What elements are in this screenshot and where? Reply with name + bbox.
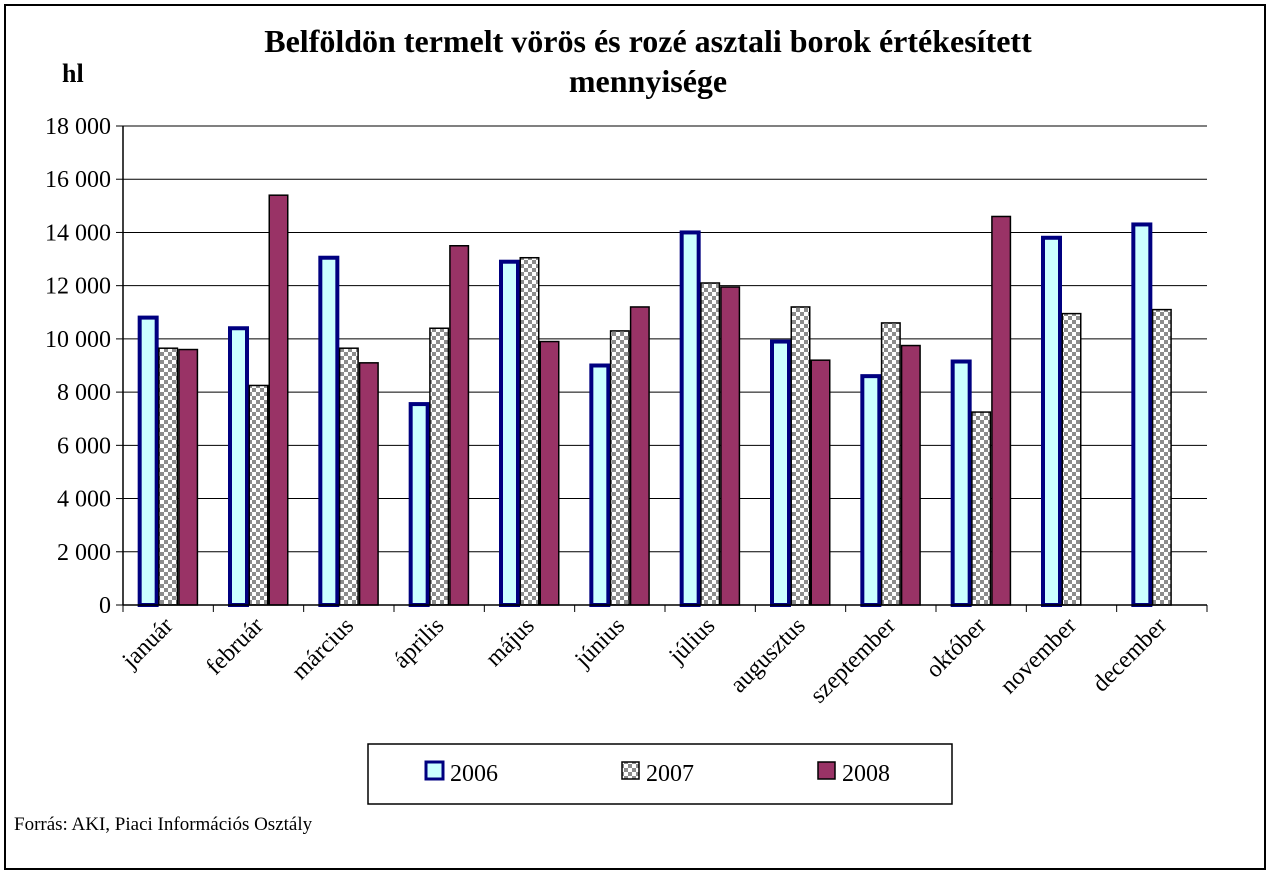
x-category-label: február (201, 613, 268, 680)
bar-2006-február (228, 326, 249, 607)
x-category-label: június (569, 613, 630, 674)
bar-2006-május (499, 259, 520, 607)
bar-2007-február (248, 384, 269, 606)
bar-2006-december (1131, 222, 1153, 607)
bar-2008-május (539, 340, 560, 606)
bar-2006-augusztus (770, 339, 791, 607)
gridlines (123, 125, 1207, 553)
bar-2006-április (408, 402, 430, 608)
bar-2006-január (137, 315, 159, 607)
y-tick-label: 0 (99, 593, 111, 619)
bar-2008-február (268, 194, 289, 606)
bar-2007-június (609, 330, 630, 606)
bar-2008-augusztus (810, 359, 831, 606)
x-category-label: augusztus (725, 613, 810, 698)
legend-swatch-2006 (424, 760, 445, 781)
bar-2006-március (318, 255, 340, 607)
legend-swatch-2008 (817, 761, 836, 780)
bar-2007-november (1061, 312, 1082, 606)
x-category-label: január (117, 613, 178, 674)
bar-2008-április (449, 245, 470, 606)
bar-2008-október (991, 215, 1012, 606)
y-axis-unit-label: hl (62, 59, 84, 88)
bar-2006-június (589, 363, 611, 607)
x-category-label: július (664, 613, 721, 670)
source-note: Forrás: AKI, Piaci Információs Osztály (14, 814, 313, 835)
bar-2006-november (1041, 235, 1062, 607)
bar-2008-június (629, 306, 650, 606)
chart-title-line-1: Belföldön termelt vörös és rozé asztali … (264, 23, 1032, 59)
bar-2006-július (679, 230, 701, 607)
bar-2007-január (158, 347, 179, 606)
y-tick-label: 4 000 (57, 487, 111, 513)
legend: 2006 2007 2008 (367, 743, 953, 805)
x-category-label: október (921, 613, 991, 683)
bar-2007-április (429, 327, 450, 606)
bar-2006-szeptember (860, 374, 882, 607)
y-tick-label: 18 000 (45, 114, 111, 140)
bar-2007-december (1151, 308, 1172, 606)
y-tick-label: 16 000 (45, 167, 111, 193)
legend-label-2006: 2006 (450, 761, 498, 787)
bar-2008-március (358, 362, 379, 606)
bars (137, 194, 1172, 608)
y-tick-label: 10 000 (45, 327, 111, 353)
y-tick-label: 12 000 (45, 274, 111, 300)
x-axis-labels: január február március április május június jú… (117, 613, 1172, 709)
x-category-label: május (481, 613, 540, 672)
x-category-label: április (389, 613, 450, 674)
bar-2008-július (720, 286, 741, 606)
y-axis-ticks: 0 2 000 4 000 6 000 8 000 10 000 12 000 14 000 1… (45, 114, 123, 619)
bar-2007-július (700, 282, 721, 606)
axes (122, 126, 1208, 612)
bar-2007-szeptember (880, 322, 901, 606)
x-category-label: november (995, 613, 1081, 699)
bar-2008-január (178, 348, 199, 606)
x-category-label: március (287, 613, 359, 685)
y-tick-label: 8 000 (57, 380, 111, 406)
bar-2007-március (338, 347, 359, 606)
y-tick-label: 14 000 (45, 220, 111, 246)
y-tick-label: 2 000 (57, 540, 111, 566)
legend-label-2008: 2008 (842, 761, 890, 787)
bar-2006-október (950, 359, 972, 607)
legend-label-2007: 2007 (646, 761, 694, 787)
bar-2007-október (971, 411, 992, 606)
x-category-label: szeptember (805, 613, 901, 709)
bar-2007-május (519, 256, 540, 606)
legend-box (367, 743, 953, 805)
y-tick-label: 6 000 (57, 433, 111, 459)
bar-2008-szeptember (900, 344, 921, 606)
bar-2007-augusztus (790, 306, 811, 606)
legend-swatch-2007 (621, 761, 640, 780)
chart-title-line-2: mennyisége (569, 63, 727, 99)
x-category-label: december (1088, 613, 1172, 697)
